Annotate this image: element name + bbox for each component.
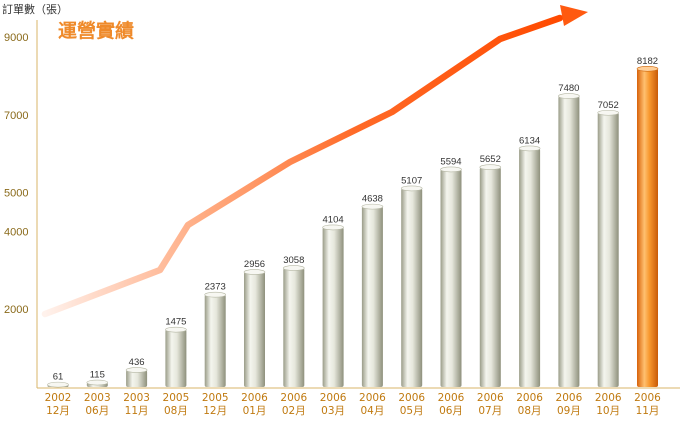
bar-cap bbox=[558, 93, 580, 99]
category-month: 06月 bbox=[439, 405, 463, 417]
category-year: 2003 bbox=[123, 392, 150, 404]
bar bbox=[519, 148, 541, 387]
bar-cap bbox=[165, 326, 187, 333]
y-tick-label: 7000 bbox=[4, 110, 28, 122]
trend-arrow bbox=[41, 5, 588, 318]
bar-cap bbox=[400, 185, 423, 192]
y-axis-label: 訂單數（張） bbox=[2, 2, 68, 16]
value-label: 7480 bbox=[558, 83, 579, 94]
value-label: 1475 bbox=[165, 317, 186, 328]
category-month: 02月 bbox=[282, 405, 306, 417]
value-label: 3058 bbox=[283, 255, 304, 266]
y-tick-label: 9000 bbox=[4, 32, 28, 44]
bar-cap bbox=[479, 164, 502, 170]
category-year: 2006 bbox=[556, 392, 583, 404]
trend-line bbox=[41, 14, 564, 318]
bar-cap bbox=[322, 224, 344, 231]
value-label: 4104 bbox=[323, 214, 344, 225]
category-year: 2006 bbox=[595, 392, 622, 404]
category-year: 2005 bbox=[202, 392, 229, 404]
category-month: 10月 bbox=[596, 405, 620, 417]
bar bbox=[283, 268, 305, 387]
category-year: 2006 bbox=[359, 392, 386, 404]
bar bbox=[244, 272, 265, 387]
bar bbox=[322, 227, 344, 387]
category-year: 2006 bbox=[241, 392, 268, 404]
value-label: 2956 bbox=[244, 259, 265, 270]
y-tick-label: 2000 bbox=[4, 304, 28, 316]
bar-cap bbox=[47, 381, 69, 388]
bar bbox=[479, 167, 501, 387]
bar-cap bbox=[204, 291, 226, 298]
bar bbox=[597, 112, 619, 387]
bar-cap bbox=[597, 109, 620, 116]
bar bbox=[126, 370, 148, 387]
category-year: 2006 bbox=[398, 392, 425, 404]
value-label: 115 bbox=[90, 370, 105, 381]
category-month: 08月 bbox=[164, 405, 188, 417]
bar-cap bbox=[518, 145, 541, 152]
y-tick-label: 5000 bbox=[4, 188, 28, 200]
category-year: 2005 bbox=[163, 392, 190, 404]
category-month: 04月 bbox=[360, 405, 384, 417]
value-label: 436 bbox=[129, 357, 145, 368]
chart-title: 運營實績 bbox=[58, 19, 134, 42]
bar-cap bbox=[243, 269, 266, 275]
category-year: 2006 bbox=[634, 392, 661, 404]
category-month: 06月 bbox=[85, 405, 109, 417]
category-month: 12月 bbox=[203, 405, 227, 417]
category-year: 2002 bbox=[45, 392, 72, 404]
category-year: 2006 bbox=[516, 392, 543, 404]
category-month: 08月 bbox=[518, 405, 542, 417]
bar bbox=[637, 68, 658, 388]
category-month: 03月 bbox=[321, 405, 345, 417]
arrowhead-icon bbox=[560, 5, 588, 26]
bar-cap bbox=[440, 166, 462, 173]
value-labels: 61 115 436 1475 2373 2956 3058 4104 4638 5107 5594… bbox=[53, 56, 658, 383]
category-month: 01月 bbox=[243, 405, 267, 417]
bar bbox=[558, 96, 580, 387]
category-month: 05月 bbox=[400, 405, 424, 417]
category-year: 2006 bbox=[320, 392, 347, 404]
category-year: 2006 bbox=[280, 392, 307, 404]
category-year: 2006 bbox=[477, 392, 504, 404]
y-axis: 2000 4000 5000 7000 9000 bbox=[4, 20, 680, 389]
y-tick-label: 4000 bbox=[4, 226, 28, 238]
value-label: 6134 bbox=[519, 135, 540, 146]
category-month: 07月 bbox=[478, 405, 502, 417]
category-month: 11月 bbox=[636, 405, 660, 417]
bar bbox=[440, 169, 462, 387]
bar-cap bbox=[282, 265, 305, 271]
category-year: 2003 bbox=[84, 392, 111, 404]
bar-cap bbox=[86, 379, 109, 386]
value-label: 5594 bbox=[440, 156, 461, 167]
category-year: 2006 bbox=[438, 392, 465, 404]
category-month: 09月 bbox=[557, 405, 581, 417]
bar-cap bbox=[361, 203, 384, 210]
value-label: 2373 bbox=[205, 282, 226, 293]
value-label: 4638 bbox=[362, 194, 383, 205]
value-label: 5652 bbox=[480, 154, 501, 165]
value-label: 5107 bbox=[401, 175, 422, 186]
bar-cap bbox=[125, 367, 148, 373]
bar bbox=[204, 294, 226, 387]
value-label: 61 bbox=[53, 372, 64, 383]
value-label: 7052 bbox=[598, 100, 619, 111]
bar bbox=[401, 188, 423, 387]
category-month: 12月 bbox=[46, 405, 70, 417]
value-label: 8182 bbox=[637, 56, 658, 67]
bar-cap bbox=[636, 66, 659, 72]
category-labels: 200212月200306月200311月200508月200512月20060… bbox=[45, 392, 662, 417]
bar bbox=[361, 206, 383, 387]
bar bbox=[165, 329, 187, 387]
category-month: 11月 bbox=[125, 405, 149, 417]
bars bbox=[47, 66, 659, 388]
